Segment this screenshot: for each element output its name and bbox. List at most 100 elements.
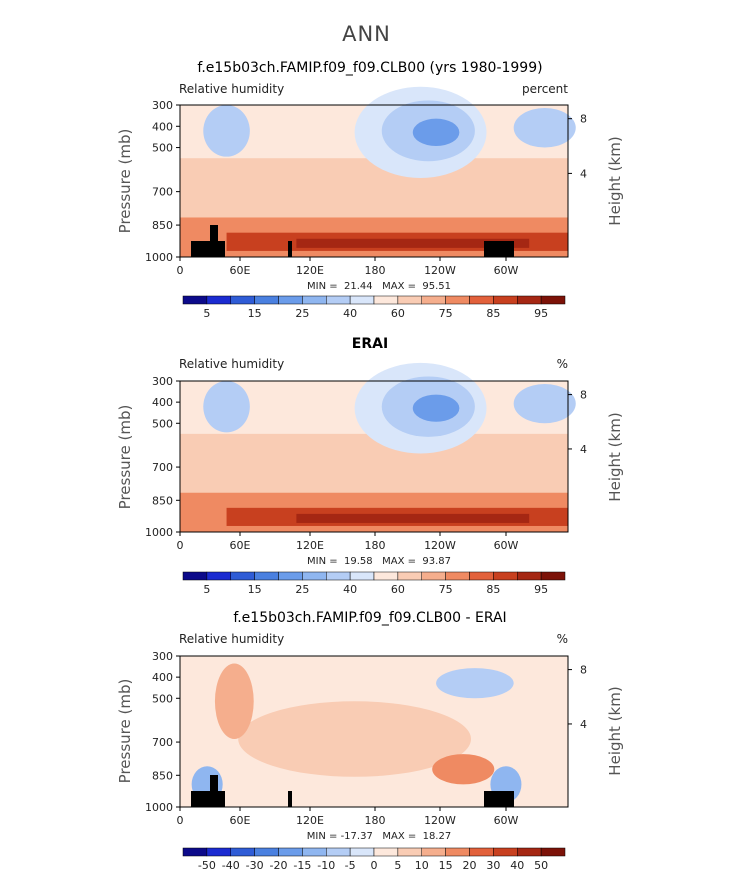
min-max-label: MIN = 19.58 MAX = 93.87: [307, 556, 451, 567]
topography-block: [210, 775, 218, 791]
x-tick-label: 120E: [296, 264, 324, 277]
y-tick-label: 300: [152, 650, 173, 663]
colorbar-label: 30: [486, 859, 500, 872]
colorbar-swatch: [349, 847, 375, 857]
y-right-tick-label: 8: [580, 664, 587, 677]
topography-block: [484, 791, 514, 807]
y-tick-label: 1000: [145, 801, 173, 814]
colorbar-label: 75: [439, 307, 453, 320]
colorbar-label: 15: [439, 859, 453, 872]
y-tick-label: 300: [152, 99, 173, 112]
panel-title: ERAI: [351, 336, 389, 352]
plot-frame: [179, 655, 569, 808]
topography-block: [288, 241, 292, 257]
colorbar-label: -5: [345, 859, 356, 872]
colorbar-swatch: [278, 847, 303, 857]
x-tick-label: 60E: [230, 814, 251, 827]
colorbar-label: 95: [534, 583, 548, 596]
moist-layer-3: [296, 238, 530, 248]
x-tick-label: 60E: [230, 539, 251, 552]
colorbar-label: 0: [371, 859, 378, 872]
x-tick-label: 0: [177, 539, 184, 552]
colorbar-label: -30: [246, 859, 264, 872]
y-tick-label: 400: [152, 396, 173, 409]
colorbar-swatch: [326, 847, 351, 857]
colorbar-swatch: [254, 847, 279, 857]
moist-layer-3: [296, 513, 530, 523]
colorbar-label: 50: [534, 859, 548, 872]
colorbar-label: 5: [394, 859, 401, 872]
plot-frame: [179, 380, 569, 533]
y-tick-label: 850: [152, 494, 173, 507]
min-max-label: MIN = -17.37 MAX = 18.27: [306, 831, 452, 842]
colorbar-label: 95: [534, 307, 548, 320]
panel-title: f.e15b03ch.FAMIP.f09_f09.CLB00 - ERAI: [233, 610, 507, 626]
colorbar-swatch: [397, 847, 422, 857]
min-max-label: MIN = 21.44 MAX = 95.51: [307, 281, 451, 292]
topography-mask: [191, 225, 514, 257]
y-tick-label: 700: [152, 736, 173, 749]
colorbar-swatch: [373, 847, 399, 857]
x-tick-label: 60W: [494, 814, 519, 827]
colorbar-label: 15: [248, 583, 262, 596]
x-tick-label: 0: [177, 264, 184, 277]
colorbar-label: 85: [486, 307, 500, 320]
dry-region-east: [513, 108, 576, 148]
units-label: %: [556, 632, 568, 646]
x-tick-label: 120W: [424, 814, 456, 827]
colorbar-label: 20: [463, 859, 477, 872]
colorbar-label: 5: [203, 583, 210, 596]
y-tick-label: 850: [152, 769, 173, 782]
colorbar-label: 10: [415, 859, 429, 872]
topography-block: [288, 791, 292, 807]
x-tick-label: 0: [177, 814, 184, 827]
colorbar-label: 40: [343, 307, 357, 320]
y-tick-label: 500: [152, 142, 173, 155]
colorbar-label: -20: [270, 859, 288, 872]
units-label: percent: [522, 82, 568, 96]
y-tick-label: 700: [152, 186, 173, 199]
colorbar-label: 25: [295, 583, 309, 596]
y-right-tick-label: 4: [580, 718, 587, 731]
colorbar-swatch: [493, 847, 518, 857]
y-tick-label: 1000: [145, 526, 173, 539]
y-right-tick-label: 8: [580, 113, 587, 126]
colorbar-label: 40: [343, 583, 357, 596]
dry-region-east: [513, 384, 576, 424]
positive-west: [214, 663, 254, 740]
variable-label: Relative humidity: [179, 82, 285, 96]
x-tick-label: 60W: [494, 264, 519, 277]
colorbar-swatch: [230, 847, 255, 857]
variable-label: Relative humidity: [179, 357, 285, 371]
y-tick-label: 500: [152, 417, 173, 430]
y-tick-label: 400: [152, 671, 173, 684]
colorbar-swatch: [517, 847, 542, 857]
x-tick-label: 120E: [296, 814, 324, 827]
y-tick-label: 400: [152, 120, 173, 133]
colorbar-swatch: [445, 847, 470, 857]
topography-mask: [191, 775, 514, 807]
panel-title: f.e15b03ch.FAMIP.f09_f09.CLB00 (yrs 1980…: [197, 60, 543, 76]
heatmap-field: [180, 656, 568, 807]
colorbar-swatch: [540, 571, 566, 581]
colorbar-swatch: [182, 847, 208, 857]
positive-core: [432, 754, 495, 785]
colorbar-label: 25: [295, 307, 309, 320]
variable-label: Relative humidity: [179, 632, 285, 646]
heatmap-field: [180, 362, 576, 532]
colorbar-label: 85: [486, 583, 500, 596]
positive-region: [238, 701, 471, 777]
y-right-tick-label: 4: [580, 443, 587, 456]
x-tick-label: 60E: [230, 264, 251, 277]
y-tick-label: 700: [152, 461, 173, 474]
x-tick-label: 120E: [296, 539, 324, 552]
y-tick-label: 850: [152, 219, 173, 232]
colorbar-label: 15: [248, 307, 262, 320]
x-tick-label: 180: [365, 539, 386, 552]
y-right-tick-label: 8: [580, 389, 587, 402]
topography-block: [191, 241, 225, 257]
topography-block: [191, 791, 225, 807]
x-tick-label: 180: [365, 814, 386, 827]
colorbar-label: -50: [198, 859, 216, 872]
